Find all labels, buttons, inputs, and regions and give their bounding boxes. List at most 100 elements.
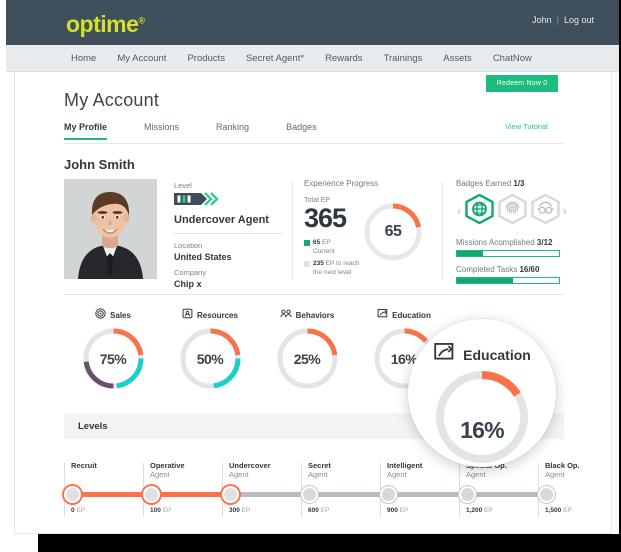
browser-bottom-bar [38, 534, 621, 552]
optime-logo[interactable]: optime® [66, 11, 145, 38]
timeline-node-dot[interactable] [538, 486, 555, 503]
legend-next-amount: 235 [313, 260, 324, 268]
nav-home[interactable]: Home [71, 53, 97, 64]
spy-badge-icon[interactable] [530, 193, 560, 229]
missions-label-value: 3/12 [536, 238, 553, 247]
education-magnifier-overlay[interactable]: Education 16% [408, 319, 556, 467]
timeline-node-dot[interactable] [301, 486, 318, 503]
nav-assets[interactable]: Assets [443, 53, 472, 64]
nav-rewards[interactable]: Rewards [325, 53, 363, 64]
timeline-node-name: Black Op. [545, 461, 580, 470]
nav-trainings[interactable]: Trainings [383, 53, 423, 64]
timeline-ep-unit: EP [399, 507, 409, 514]
metric-behaviors-head: Behaviors [258, 309, 356, 321]
timeline-node-ep: 1,500 EP [545, 507, 572, 514]
timeline-ep-value: 1,500 [545, 507, 562, 514]
timeline-ep-unit: EP [320, 507, 330, 514]
profile-user-name: John Smith [64, 157, 135, 172]
missions-accomplished-label: Missions Acomplished 3/12 [456, 238, 568, 247]
timeline-node-dot[interactable] [459, 486, 476, 503]
timeline-node-dot[interactable] [380, 486, 397, 503]
company-label: Company [174, 268, 207, 277]
legend-next-unit: EP to reach [325, 260, 360, 268]
timeline-node-ep: 600 EP [308, 507, 329, 514]
app-page: optime® John | Log out Home My Account Pro… [6, 0, 621, 534]
timeline-ep-value: 900 [387, 507, 398, 514]
metric-sales: Sales 75% [64, 306, 162, 391]
timeline-node-dot[interactable] [222, 486, 239, 503]
nav-my-account[interactable]: My Account [117, 53, 167, 64]
nav-chatnow[interactable]: ChatNow [492, 53, 532, 64]
timeline-node-dot[interactable] [143, 486, 160, 503]
id-card-icon [182, 306, 193, 324]
logo-text: optime [66, 11, 139, 37]
timeline-ep-value: 1,200 [466, 507, 483, 514]
badges-title-value: 1/3 [513, 179, 525, 188]
missions-progress-bar [456, 250, 560, 257]
timeline-node-name: Recruit [71, 461, 97, 470]
people-icon [280, 306, 292, 324]
tab-my-profile[interactable]: My Profile [64, 122, 108, 140]
page-right-edge [619, 0, 621, 534]
badges-title-prefix: Badges Earned [456, 179, 514, 188]
nav-secret-agent[interactable]: Secret Agent* [245, 53, 305, 64]
view-tutorial-link[interactable]: View Tutorial [505, 122, 548, 131]
metric-resources: Resources 50% [161, 306, 259, 391]
timeline-node-ep: 100 EP [150, 507, 171, 514]
metrics-top-divider [64, 294, 564, 295]
total-ep-label: Total EP [304, 197, 331, 204]
location-value: United States [174, 252, 232, 262]
chalkboard-icon [377, 306, 388, 324]
timeline-node-name: Secret [308, 461, 331, 470]
user-name-link[interactable]: John [532, 15, 552, 25]
globe-badge-icon[interactable] [464, 193, 494, 229]
timeline-node-name: Undercover [229, 461, 271, 470]
logo-registered-mark: ® [138, 15, 145, 26]
timeline-ep-value: 600 [308, 507, 319, 514]
timeline-node-ep: 900 EP [387, 507, 408, 514]
metric-behaviors-donut: 25% [275, 326, 340, 391]
timeline-node-sub: Agent [466, 470, 486, 479]
timeline-node-name: Operative [150, 461, 185, 470]
magnifier-value: 16% [460, 417, 504, 443]
experience-legend: 65 EP Current 235 EP to reach the next l… [304, 239, 444, 277]
badge-next-arrow-icon[interactable]: › [563, 206, 567, 217]
nav-products[interactable]: Products [187, 53, 225, 64]
levels-header-title: Levels [78, 420, 108, 432]
avatar[interactable] [64, 179, 157, 279]
target-icon [95, 306, 106, 324]
completed-tasks-progress-bar [456, 277, 560, 284]
legend-current-desc: Current [313, 247, 335, 255]
timeline-ep-value: 0 [71, 507, 75, 514]
magnifier-head: Education [408, 341, 556, 368]
timeline-ep-unit: EP [563, 507, 572, 514]
experience-progress-title: Experience Progress [304, 179, 379, 188]
timeline-ep-value: 100 [150, 507, 161, 514]
legend-item-current: 65 EP Current [304, 239, 444, 256]
timeline-ep-unit: EP [484, 507, 493, 514]
redeem-now-button[interactable]: Redeem Now 0 [486, 75, 558, 92]
metric-behaviors-value: 25% [293, 350, 321, 367]
logout-link[interactable]: Log out [563, 15, 594, 25]
timeline-node-ep: 300 EP [229, 507, 250, 514]
badges-earned-title: Badges Earned 1/3 [456, 179, 568, 188]
fingerprint-badge-icon[interactable] [497, 193, 527, 229]
profile-divider-1 [292, 182, 293, 280]
page-title: My Account [64, 90, 160, 110]
metric-resources-donut: 50% [178, 326, 243, 391]
completed-tasks-label: Completed Tasks 16/60 [456, 265, 568, 274]
legend-swatch-current [304, 240, 310, 247]
timeline-node-sub: Agent [150, 470, 170, 479]
metrics-row: Sales 75% [64, 306, 564, 399]
company-field: Company Chip x [174, 268, 282, 289]
tab-badges[interactable]: Badges [286, 122, 317, 132]
legend-next-desc: the next level [313, 268, 352, 276]
badge-prev-arrow-icon[interactable]: ‹ [457, 206, 461, 217]
legend-text-next: 235 EP to reach the next level [313, 260, 360, 277]
level-name: Undercover Agent [174, 214, 282, 234]
tab-ranking[interactable]: Ranking [216, 122, 250, 132]
magnifier-title: Education [463, 346, 531, 363]
tab-missions[interactable]: Missions [144, 122, 180, 132]
company-value: Chip x [174, 279, 202, 289]
timeline-node-dot[interactable] [64, 486, 81, 503]
